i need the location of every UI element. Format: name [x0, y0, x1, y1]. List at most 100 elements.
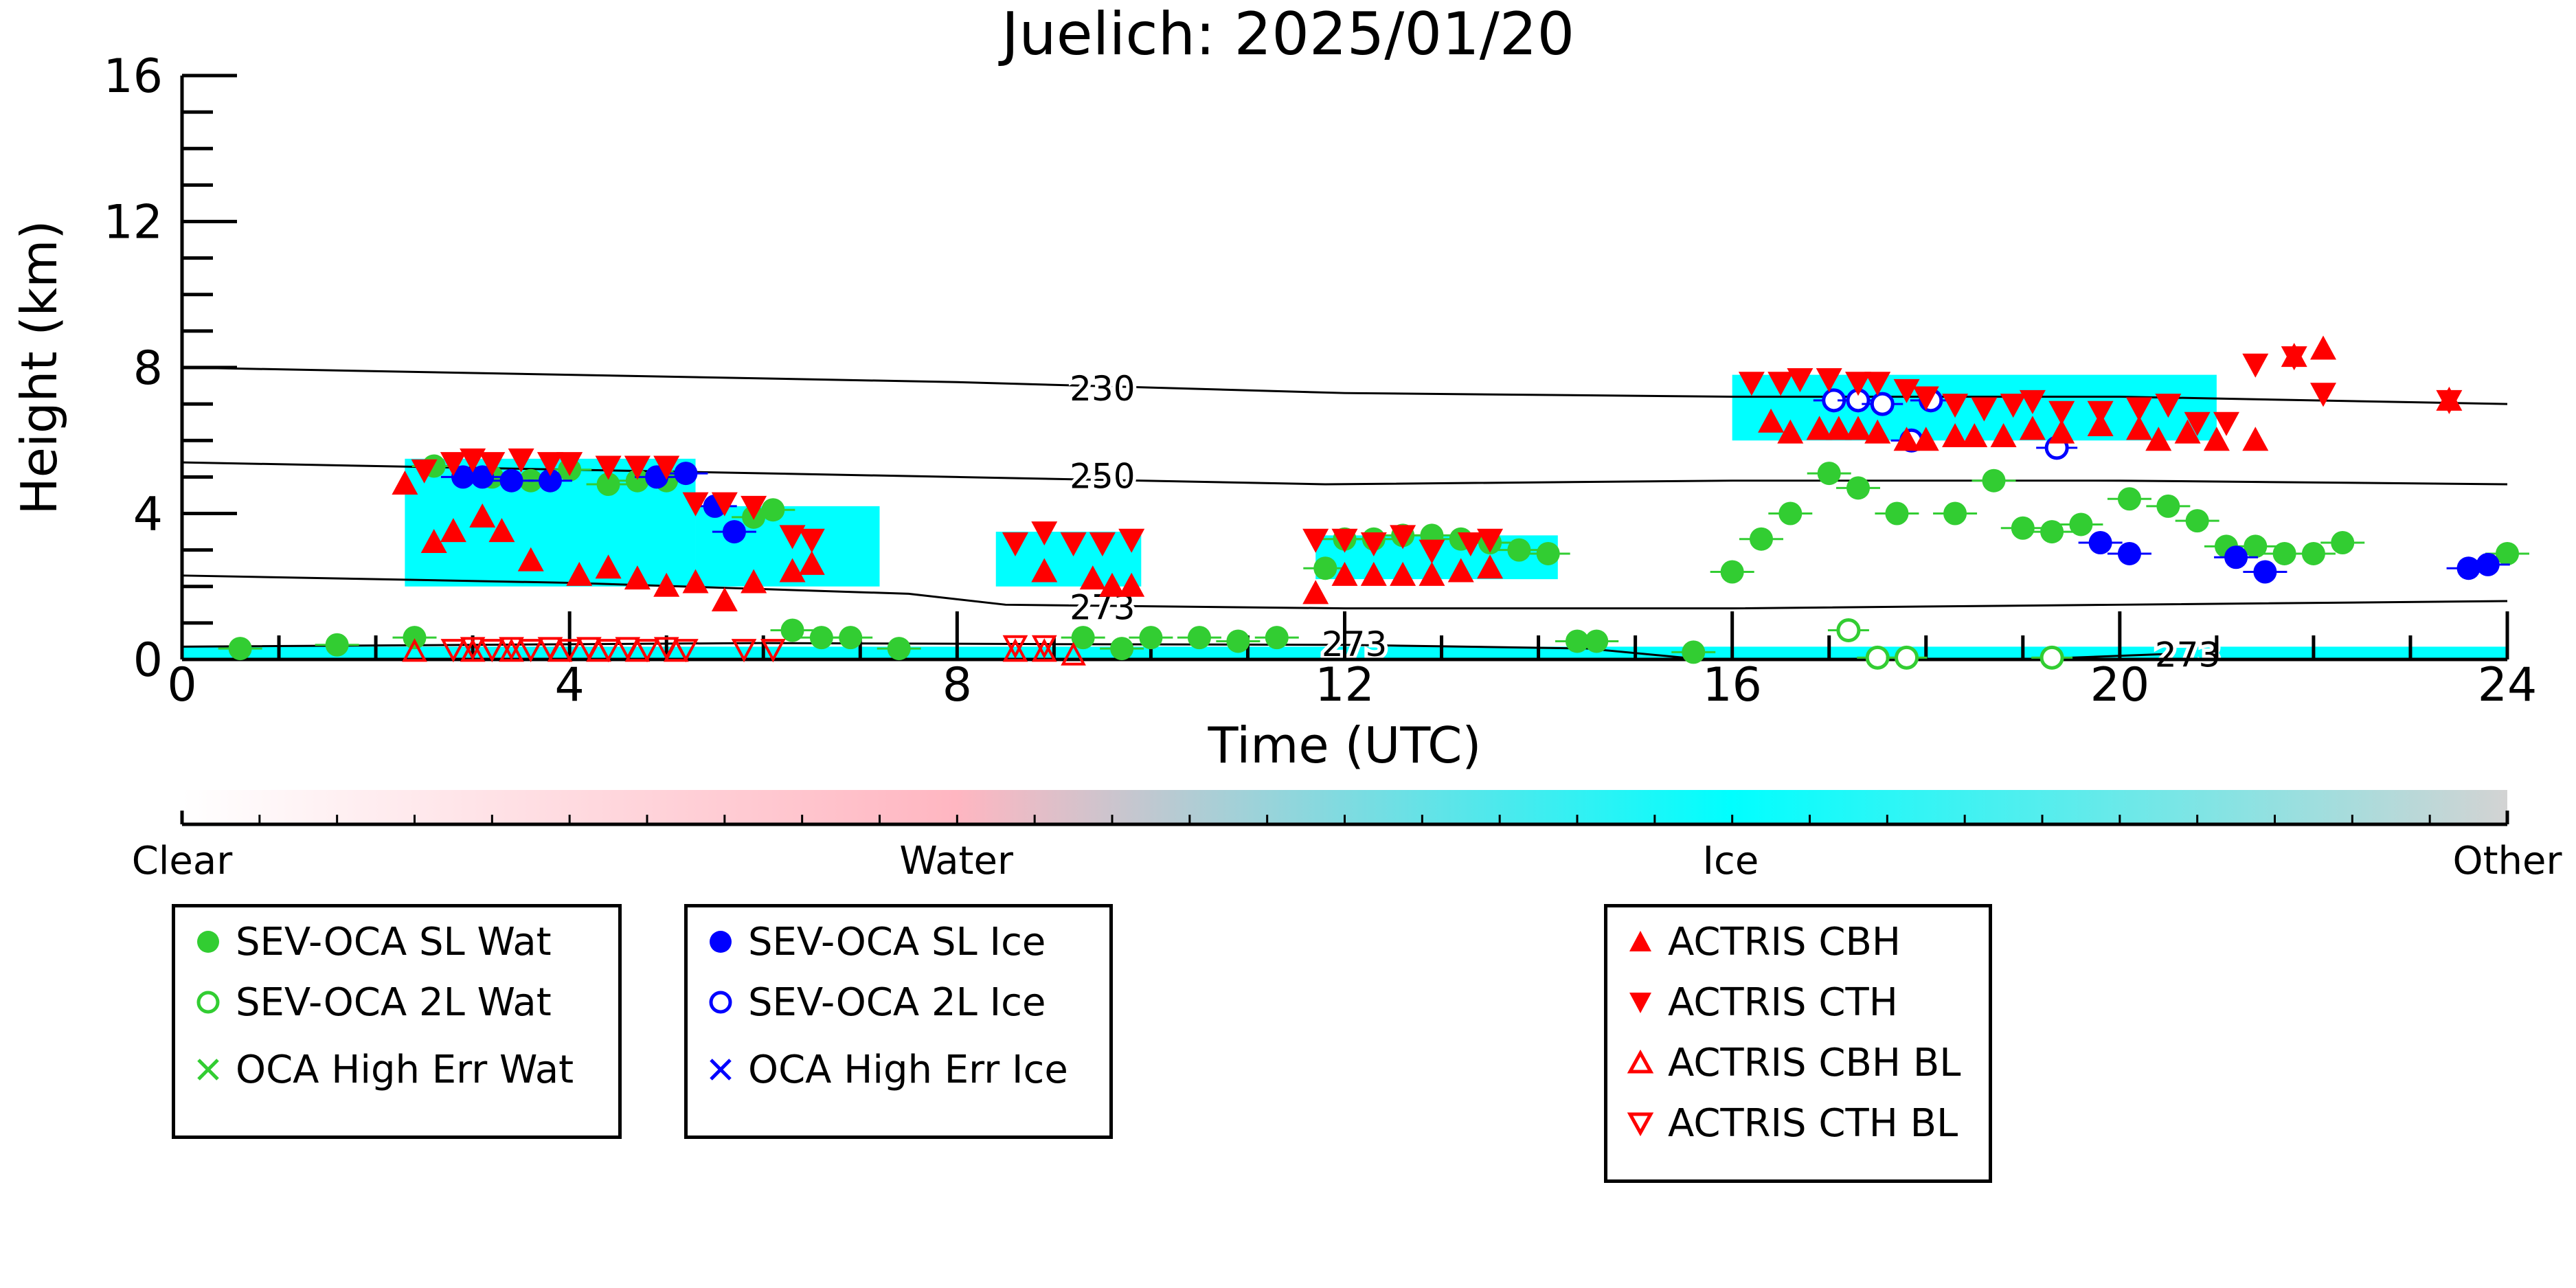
marker-actris-cth: [1457, 532, 1484, 556]
marker-actris-cbh: [1079, 565, 1106, 590]
marker-actris-cth: [779, 525, 806, 550]
marker-actris-cth: [2019, 389, 2046, 414]
marker-actris-cbh: [1031, 558, 1058, 583]
marker-actris-cbh: [2126, 416, 2153, 440]
marker-actris-cth-bl: [518, 639, 544, 663]
red-open-triangle-down-icon: [1627, 1112, 1654, 1137]
legend-item: SEV-OCA SL Wat: [175, 914, 552, 969]
red-open-triangle-up-icon: [1627, 1049, 1654, 1074]
marker-sev-oca-sl-wat: [1720, 560, 1744, 584]
blue-x-icon: [710, 1059, 732, 1081]
marker-sev-oca-sl-wat: [761, 498, 785, 522]
marker-actris-cbh: [1961, 422, 1988, 447]
marker-sev-oca-sl-wat: [2244, 534, 2268, 558]
marker-sev-oca-sl-wat: [2011, 516, 2035, 540]
y-tick-label: 4: [133, 488, 163, 542]
marker-actris-cth-bl: [731, 639, 757, 663]
marker-actris-cth: [2281, 346, 2307, 371]
legend-item: ACTRIS CTH BL: [1607, 1096, 1958, 1151]
x-tick-label: 8: [942, 658, 972, 712]
marker-sev-oca-sl-wat: [1846, 476, 1871, 500]
marker-sev-oca-sl-ice: [2088, 531, 2112, 554]
marker-actris-cth: [2155, 394, 2182, 418]
legend-water: SEV-OCA SL Wat SEV-OCA 2L Wat OCA High E…: [172, 904, 622, 1139]
marker-actris-cbh: [2145, 427, 2172, 451]
marker-sev-oca-sl-wat: [1778, 501, 1803, 526]
x-tick-label: 0: [167, 658, 196, 712]
marker-actris-cbh: [1477, 554, 1504, 579]
marker-actris-cth-bl: [1031, 635, 1057, 659]
marker-actris-cbh-bl: [1031, 638, 1057, 662]
marker-actris-cbh: [1419, 561, 1445, 586]
marker-sev-oca-sl-ice: [499, 468, 523, 493]
marker-actris-cth: [1912, 386, 1939, 411]
y-tick-label: 0: [133, 633, 163, 688]
marker-sev-oca-2l-wat: [2040, 645, 2064, 670]
marker-actris-cbh-bl: [402, 638, 427, 662]
isotherm-label: 250: [1070, 456, 1135, 496]
marker-actris-cth: [1787, 368, 1814, 392]
marker-sev-oca-sl-ice: [471, 465, 495, 489]
colorbar-label: Clear: [132, 839, 233, 883]
marker-actris-cth-bl: [440, 639, 466, 663]
marker-sev-oca-sl-wat: [1536, 541, 1560, 565]
blue-open-circle-icon: [709, 991, 732, 1014]
x-tick-label: 20: [2090, 658, 2150, 712]
legend-item: OCA High Err Ice: [688, 1042, 1068, 1097]
legend-item: SEV-OCA 2L Ice: [688, 975, 1046, 1030]
marker-actris-cth: [595, 455, 622, 480]
legend-item: ACTRIS CBH BL: [1607, 1035, 1961, 1090]
marker-actris-cbh: [469, 503, 496, 528]
legend-label: SEV-OCA SL Wat: [236, 919, 552, 964]
marker-actris-cth: [460, 448, 486, 473]
marker-actris-cth: [682, 492, 709, 517]
legend-actris: ACTRIS CBH ACTRIS CTH ACTRIS CBH BL ACTR…: [1604, 904, 1992, 1183]
legend-item: ACTRIS CBH: [1607, 914, 1901, 969]
marker-actris-cth: [1331, 528, 1358, 553]
marker-sev-oca-sl-wat: [228, 637, 252, 661]
marker-actris-cbh: [779, 558, 806, 583]
marker-actris-cth-bl: [479, 639, 505, 663]
marker-actris-cbh: [488, 518, 515, 543]
marker-actris-cth: [1477, 528, 1504, 553]
marker-actris-cbh: [392, 471, 418, 495]
marker-actris-cth: [1971, 397, 1998, 422]
marker-actris-cth-bl: [634, 639, 660, 663]
marker-sev-oca-sl-ice: [538, 468, 562, 493]
marker-sev-oca-sl-wat: [1507, 538, 1531, 562]
marker-actris-cth: [741, 495, 767, 520]
marker-actris-cbh: [1864, 419, 1891, 444]
marker-actris-cbh: [741, 569, 767, 594]
marker-actris-cbh: [1447, 558, 1474, 583]
marker-sev-oca-2l-ice: [1870, 392, 1895, 416]
marker-sev-oca-sl-wat: [1585, 629, 1609, 653]
legend-label: ACTRIS CTH: [1668, 980, 1898, 1025]
marker-sev-oca-sl-wat: [2496, 541, 2519, 565]
marker-sev-oca-sl-wat: [2272, 541, 2296, 565]
marker-sev-oca-sl-wat: [1187, 626, 1211, 650]
marker-actris-cth: [624, 455, 651, 480]
chart-title: Juelich: 2025/01/20: [1001, 0, 1575, 69]
legend-item: OCA High Err Wat: [175, 1042, 574, 1097]
marker-actris-cth: [2184, 411, 2211, 436]
marker-actris-cbh: [1118, 572, 1145, 597]
plot-markers: [218, 335, 2529, 670]
marker-actris-cbh: [1990, 422, 2017, 447]
legend-label: OCA High Err Ice: [748, 1047, 1068, 1092]
legend-ice: SEV-OCA SL Ice SEV-OCA 2L Ice OCA High E…: [684, 904, 1113, 1139]
marker-sev-oca-sl-wat: [1071, 626, 1095, 650]
marker-sev-oca-sl-ice: [2117, 541, 2141, 565]
marker-actris-cth: [556, 452, 583, 477]
marker-sev-oca-sl-wat: [1110, 637, 1134, 661]
marker-actris-cth-bl: [537, 637, 563, 661]
marker-actris-cth: [1738, 372, 1765, 396]
marker-actris-cbh: [2048, 419, 2075, 444]
marker-sev-oca-sl-ice: [722, 520, 746, 544]
legend-label: SEV-OCA 2L Wat: [236, 980, 552, 1025]
marker-actris-cbh-bl: [1061, 642, 1086, 666]
marker-actris-cbh: [440, 518, 466, 543]
marker-actris-cbh: [798, 550, 825, 575]
marker-sev-oca-sl-wat: [1749, 527, 1773, 551]
marker-actris-cbh: [1893, 427, 1920, 451]
